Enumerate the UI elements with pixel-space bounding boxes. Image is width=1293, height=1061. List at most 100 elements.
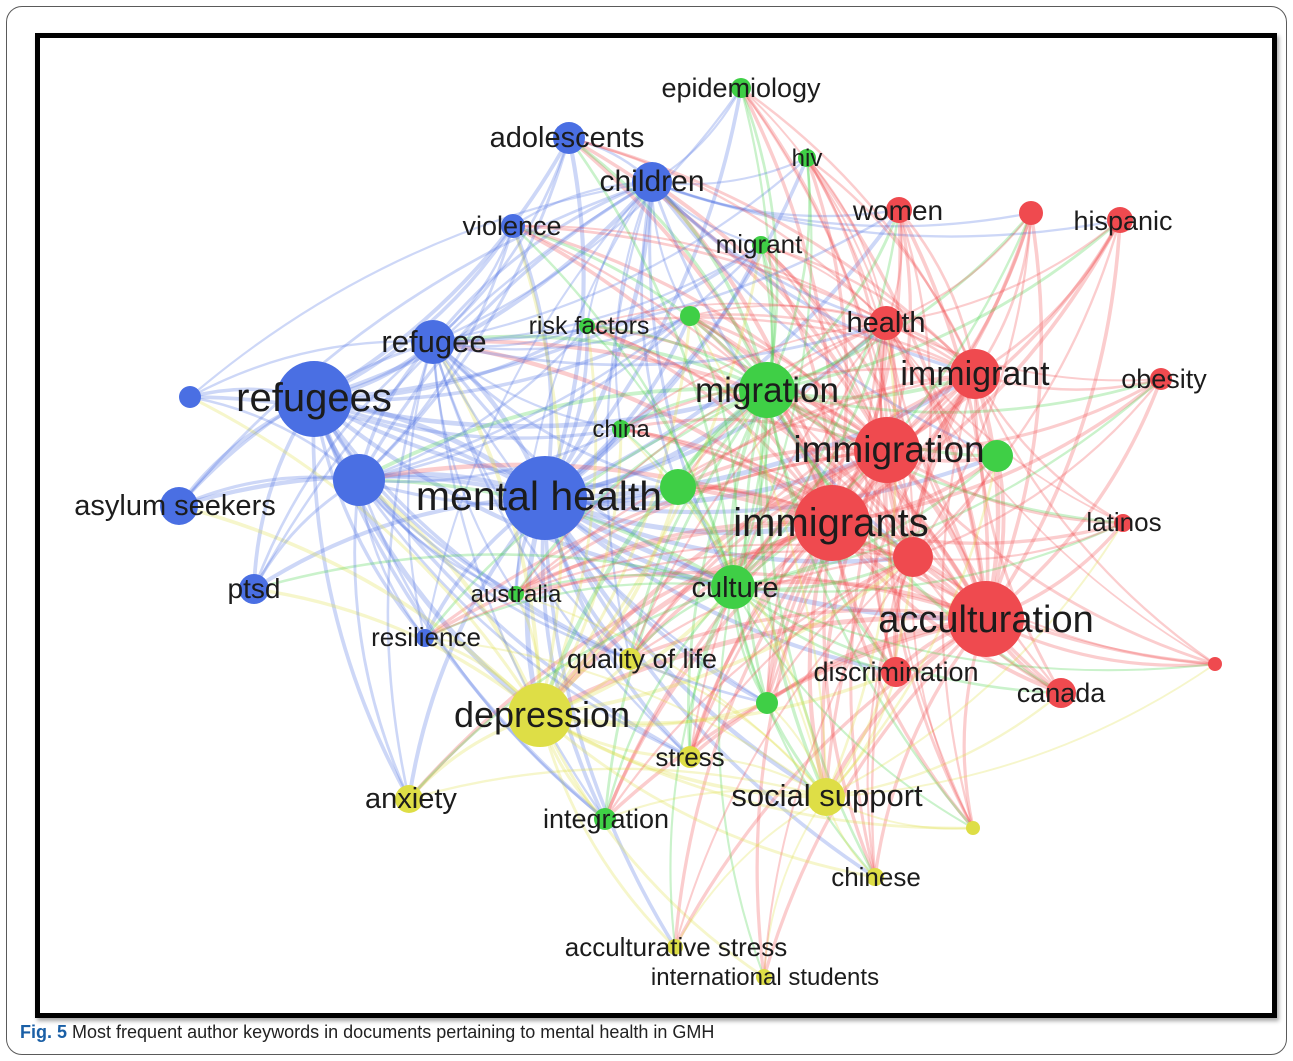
- network-edge: [431, 340, 692, 759]
- network-node[interactable]: [981, 440, 1013, 472]
- node-women[interactable]: [886, 197, 912, 223]
- node-hispanic[interactable]: [1107, 207, 1133, 233]
- node-health[interactable]: [869, 306, 903, 340]
- network-edge: [312, 397, 680, 490]
- label-health: health: [846, 307, 925, 339]
- network-edge: [356, 462, 835, 526]
- node-hiv[interactable]: [798, 149, 816, 167]
- node-immigrant[interactable]: [950, 349, 1000, 399]
- node-discrimination[interactable]: [881, 657, 911, 687]
- network-edge: [830, 521, 1063, 695]
- node-integration[interactable]: [594, 808, 616, 830]
- caption-label: Fig. 5: [20, 1022, 68, 1042]
- network-edge: [688, 314, 828, 799]
- node-migration[interactable]: [739, 362, 795, 418]
- network-edge: [973, 372, 1217, 666]
- edges-layer: [176, 86, 1217, 979]
- node-children[interactable]: [632, 162, 672, 202]
- node-canada[interactable]: [1046, 678, 1076, 708]
- network-edge: [312, 243, 763, 401]
- label-women: women: [852, 195, 943, 226]
- node-immigration[interactable]: [854, 417, 920, 483]
- node-obesity[interactable]: [1150, 368, 1172, 390]
- network-edge: [650, 180, 901, 218]
- network-edge: [731, 156, 813, 589]
- network-edge: [357, 386, 769, 482]
- node-acculturative-stress[interactable]: [667, 939, 683, 955]
- network-edge: [538, 670, 898, 725]
- network-node[interactable]: [680, 306, 700, 326]
- network-edge: [567, 136, 735, 589]
- network-edge: [542, 179, 655, 501]
- label-violence: violence: [462, 211, 561, 241]
- node-china[interactable]: [612, 420, 630, 438]
- network-edge: [511, 224, 915, 559]
- node-quality-of-life[interactable]: [619, 648, 641, 670]
- node-chinese[interactable]: [866, 868, 884, 886]
- network-edge: [764, 388, 877, 879]
- node-stress[interactable]: [679, 746, 701, 768]
- network-edge: [538, 314, 692, 717]
- label-acculturation: acculturation: [878, 599, 1093, 641]
- network-edge: [805, 156, 988, 621]
- node-adolescents[interactable]: [553, 122, 585, 154]
- network-node[interactable]: [333, 454, 385, 506]
- network-node[interactable]: [660, 469, 696, 505]
- node-depression[interactable]: [508, 683, 572, 747]
- network-edge: [731, 243, 775, 589]
- network-edge: [674, 796, 827, 948]
- network-edge: [739, 86, 977, 376]
- node-immigrants[interactable]: [794, 485, 870, 561]
- network-edge: [620, 322, 887, 430]
- node-latinos[interactable]: [1114, 514, 1132, 532]
- network-edge: [431, 340, 623, 431]
- node-international-students[interactable]: [756, 969, 772, 985]
- network-edge: [542, 495, 916, 564]
- network-node[interactable]: [966, 821, 980, 835]
- network-edge: [755, 521, 834, 979]
- network-node[interactable]: [756, 692, 778, 714]
- network-node[interactable]: [893, 537, 933, 577]
- network-edge: [673, 617, 988, 949]
- label-adolescents: adolescents: [490, 122, 645, 154]
- network-edge: [188, 395, 542, 717]
- node-refugee[interactable]: [411, 320, 455, 364]
- node-social-support[interactable]: [807, 778, 845, 816]
- network-edge: [765, 156, 811, 392]
- network-edge: [885, 322, 1124, 524]
- network-edge: [567, 136, 834, 525]
- network-edge: [311, 387, 770, 429]
- network-edge: [537, 387, 770, 718]
- network-edge: [605, 180, 654, 661]
- network-edge: [650, 180, 1122, 238]
- node-migrant[interactable]: [752, 236, 770, 254]
- node-anxiety[interactable]: [395, 785, 423, 813]
- label-international-students: international students: [651, 964, 879, 991]
- network-edge: [614, 180, 654, 431]
- network-edge: [739, 86, 779, 392]
- node-asylum-seekers[interactable]: [160, 487, 198, 525]
- node-risk-factors[interactable]: [579, 318, 595, 334]
- network-edge: [885, 322, 1216, 665]
- node-epidemiology[interactable]: [731, 78, 751, 98]
- node-culture[interactable]: [711, 565, 755, 609]
- node-mental-health[interactable]: [503, 456, 587, 540]
- node-resilience[interactable]: [416, 629, 434, 647]
- node-violence[interactable]: [501, 214, 525, 238]
- node-refugees[interactable]: [276, 361, 352, 437]
- network-edge: [628, 448, 889, 661]
- node-ptsd[interactable]: [239, 574, 269, 604]
- label-immigration: immigration: [793, 429, 984, 470]
- network-edge: [765, 388, 1063, 695]
- label-culture: culture: [691, 572, 778, 604]
- network-node[interactable]: [1208, 657, 1222, 671]
- node-acculturation[interactable]: [948, 581, 1024, 657]
- network-node[interactable]: [1019, 201, 1043, 225]
- label-anxiety: anxiety: [365, 783, 457, 815]
- network-edge: [407, 585, 735, 801]
- node-australia[interactable]: [508, 586, 524, 602]
- label-australia: australia: [471, 581, 562, 608]
- network-edge: [431, 156, 809, 344]
- network-node[interactable]: [179, 386, 201, 408]
- network-edge: [984, 218, 1122, 621]
